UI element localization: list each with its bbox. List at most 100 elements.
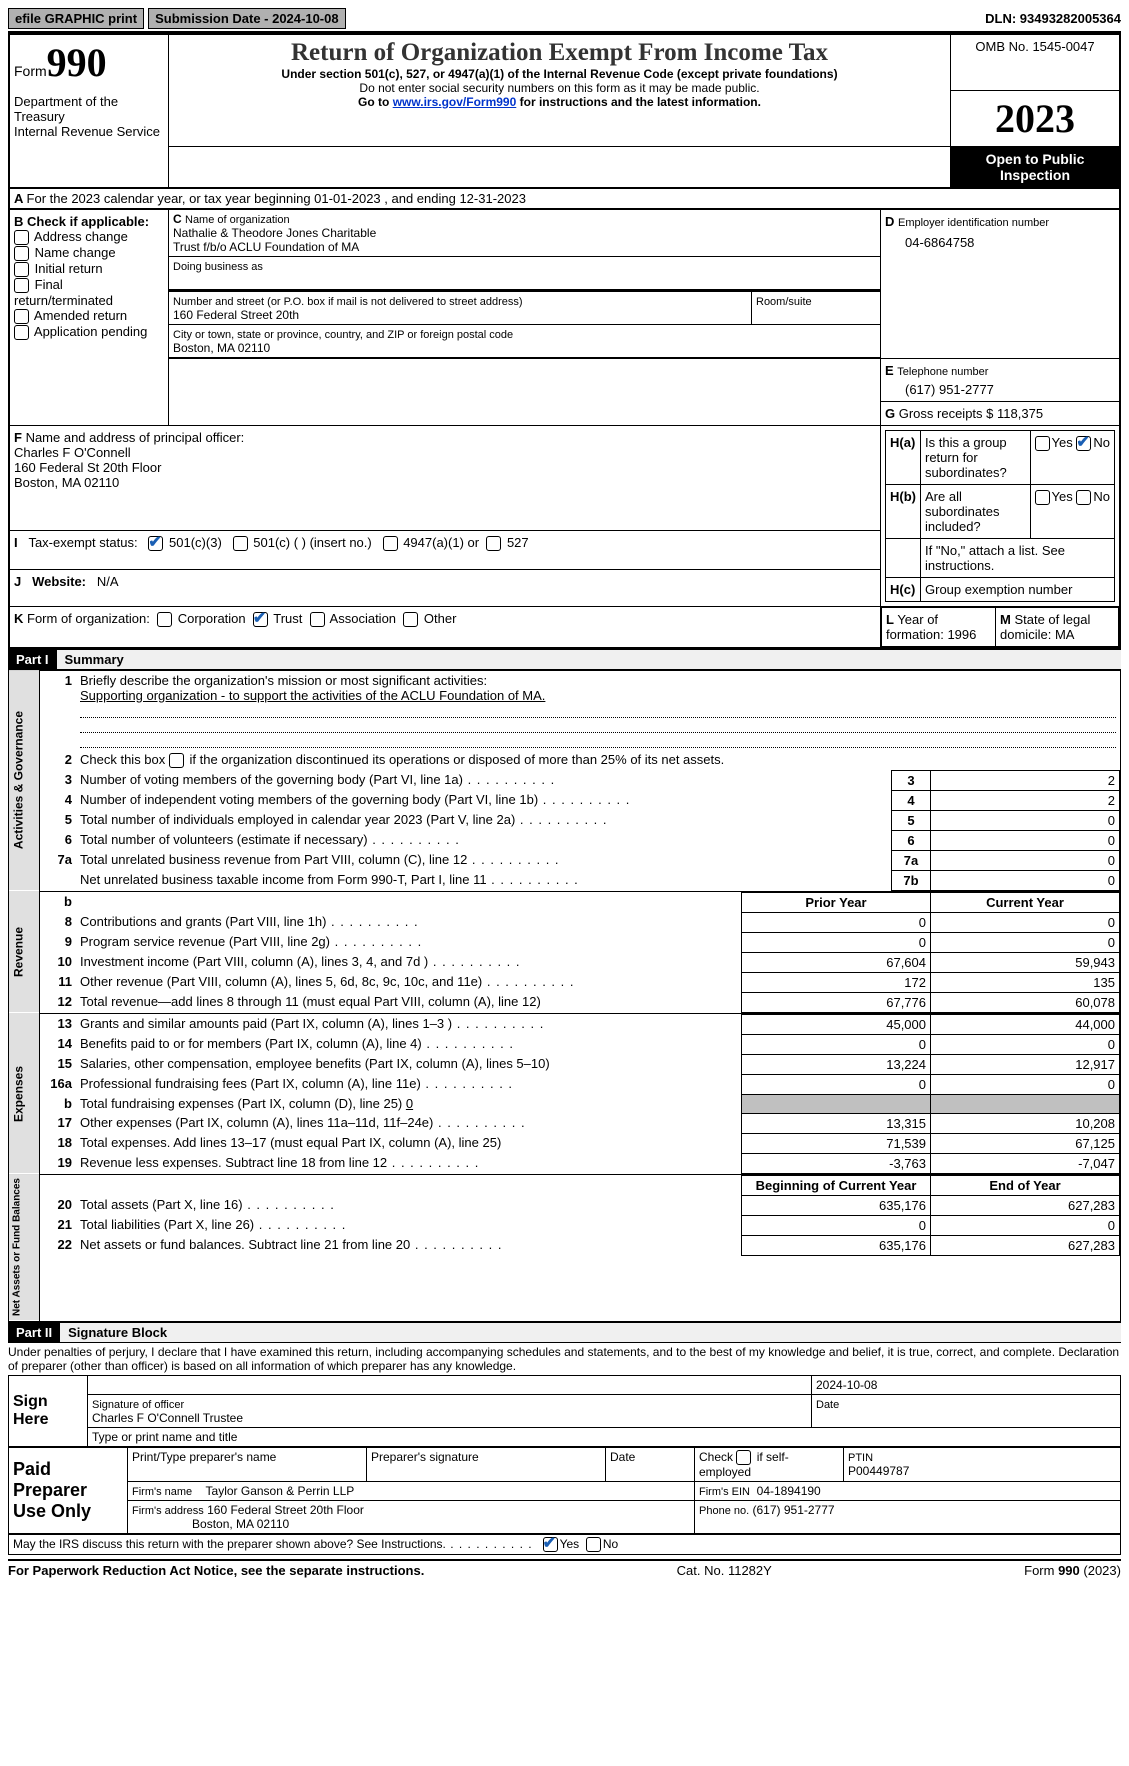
firm-name: Taylor Ganson & Perrin LLP — [206, 1484, 355, 1498]
form-number: 990 — [47, 40, 107, 85]
submission-date-label: Submission Date - 2024-10-08 — [148, 8, 346, 29]
firm-addr-label: Firm's address — [132, 1505, 204, 1517]
end-year-hdr: End of Year — [931, 1175, 1120, 1195]
gov-7a-val: 0 — [931, 850, 1120, 870]
form-footer: Form 990 (2023) — [1024, 1563, 1121, 1578]
type-name-label: Type or print name and title — [88, 1427, 1121, 1446]
identity-block: B Check if applicable: Address change Na… — [8, 208, 1121, 649]
firm-ein-label: Firm's EIN — [699, 1486, 750, 1498]
prior-year-hdr: Prior Year — [742, 892, 931, 912]
paid-preparer-block: Paid Preparer Use Only Print/Type prepar… — [8, 1447, 1121, 1556]
4947-checkbox[interactable] — [383, 536, 398, 551]
final-return-checkbox[interactable] — [14, 278, 29, 293]
website-value: N/A — [97, 574, 119, 589]
501c3-checkbox[interactable] — [148, 536, 163, 551]
revenue-label: Revenue — [9, 891, 40, 1013]
other-checkbox[interactable] — [403, 612, 418, 627]
officer-name: Charles F O'Connell — [14, 445, 131, 460]
dept-treasury: Department of the Treasury — [14, 94, 164, 124]
assoc-checkbox[interactable] — [310, 612, 325, 627]
hb-yes-checkbox[interactable] — [1035, 490, 1050, 505]
prep-date-label: Date — [606, 1447, 695, 1481]
part1-label: Part I — [8, 650, 57, 669]
street-label: Number and street (or P.O. box if mail i… — [173, 296, 523, 308]
name-change-checkbox[interactable] — [14, 246, 29, 261]
open-inspection: Open to Public Inspection — [951, 146, 1121, 188]
tax-status-label: Tax-exempt status: — [28, 535, 137, 550]
efile-print-button[interactable]: efile GRAPHIC print — [8, 8, 144, 29]
domicile: MA — [1055, 627, 1075, 642]
ein-label: Employer identification number — [898, 217, 1049, 229]
self-emp-checkbox[interactable] — [736, 1450, 751, 1465]
goto-prefix: Go to — [358, 95, 393, 109]
goto-suffix: for instructions and the latest informat… — [520, 95, 761, 109]
firm-phone: (617) 951-2777 — [753, 1503, 835, 1517]
current-year-hdr: Current Year — [931, 892, 1120, 912]
part2-header: Part II Signature Block — [8, 1322, 1121, 1343]
begin-year-hdr: Beginning of Current Year — [742, 1175, 931, 1195]
paid-prep-label: Paid Preparer Use Only — [9, 1447, 128, 1534]
street-value: 160 Federal Street 20th — [173, 308, 299, 322]
discuss-label: May the IRS discuss this return with the… — [13, 1537, 446, 1551]
hb-label: Are all subordinates included? — [921, 484, 1031, 538]
trust-checkbox[interactable] — [253, 612, 268, 627]
penalty-statement: Under penalties of perjury, I declare th… — [8, 1343, 1121, 1375]
form-org-label: Form of organization: — [27, 611, 150, 626]
org-name-2: Trust f/b/o ACLU Foundation of MA — [173, 240, 359, 254]
firm-ein: 04-1894190 — [757, 1484, 821, 1498]
part1-title: Summary — [57, 650, 1121, 669]
part2-label: Part II — [8, 1323, 60, 1342]
org-name-label: Name of organization — [185, 214, 290, 226]
dba-label: Doing business as — [173, 261, 263, 273]
corp-checkbox[interactable] — [157, 612, 172, 627]
ha-yes-checkbox[interactable] — [1035, 436, 1050, 451]
gov-7b-val: 0 — [931, 870, 1120, 890]
hb-no-checkbox[interactable] — [1076, 490, 1091, 505]
ptin-value: P00449787 — [848, 1464, 909, 1478]
form-header: Form990 Return of Organization Exempt Fr… — [8, 33, 1121, 189]
officer-sig-name: Charles F O'Connell Trustee — [92, 1411, 243, 1425]
amended-return-checkbox[interactable] — [14, 309, 29, 324]
form-word: Form — [14, 63, 47, 79]
officer-addr2: Boston, MA 02110 — [14, 475, 119, 490]
527-checkbox[interactable] — [486, 536, 501, 551]
ptin-label: PTIN — [848, 1452, 873, 1464]
part1-header: Part I Summary — [8, 649, 1121, 670]
ha-no-checkbox[interactable] — [1076, 436, 1091, 451]
firm-addr1: 160 Federal Street 20th Floor — [207, 1503, 364, 1517]
initial-return-checkbox[interactable] — [14, 262, 29, 277]
domicile-label: State of legal domicile: — [1000, 612, 1090, 642]
discuss-yes-checkbox[interactable] — [543, 1537, 558, 1552]
form-title: Return of Organization Exempt From Incom… — [173, 39, 946, 67]
irs-label: Internal Revenue Service — [14, 124, 164, 139]
website-label: Website: — [32, 574, 86, 589]
tax-year: 2023 — [951, 90, 1121, 146]
net-assets-label: Net Assets or Fund Balances — [9, 1174, 40, 1321]
omb-number: OMB No. 1545-0047 — [951, 34, 1121, 90]
firm-addr2: Boston, MA 02110 — [192, 1517, 289, 1531]
officer-addr1: 160 Federal St 20th Floor — [14, 460, 161, 475]
address-change-checkbox[interactable] — [14, 230, 29, 245]
prep-sig-label: Preparer's signature — [367, 1447, 606, 1481]
cat-no: Cat. No. 11282Y — [677, 1563, 772, 1578]
officer-label: Name and address of principal officer: — [26, 430, 245, 445]
gross-label: Gross receipts $ — [899, 406, 994, 421]
subtitle-2: Do not enter social security numbers on … — [173, 81, 946, 95]
block-b-title: Check if applicable: — [27, 214, 149, 229]
sig-officer-label: Signature of officer — [92, 1399, 184, 1411]
governance-label: Activities & Governance — [9, 670, 40, 891]
city-value: Boston, MA 02110 — [173, 341, 270, 355]
irs-link[interactable]: www.irs.gov/Form990 — [393, 95, 517, 109]
year-formation: 1996 — [947, 627, 976, 642]
discontinued-checkbox[interactable] — [169, 753, 184, 768]
firm-name-label: Firm's name — [132, 1486, 192, 1498]
ha-label: Is this a group return for subordinates? — [921, 430, 1031, 484]
date-label: Date — [816, 1399, 839, 1411]
501c-checkbox[interactable] — [233, 536, 248, 551]
app-pending-checkbox[interactable] — [14, 325, 29, 340]
line1-text: Supporting organization - to support the… — [80, 688, 545, 703]
discuss-no-checkbox[interactable] — [586, 1537, 601, 1552]
phone-value: (617) 951-2777 — [885, 378, 1115, 397]
gov-5-val: 0 — [931, 810, 1120, 830]
hc-label: Group exemption number — [921, 577, 1115, 601]
